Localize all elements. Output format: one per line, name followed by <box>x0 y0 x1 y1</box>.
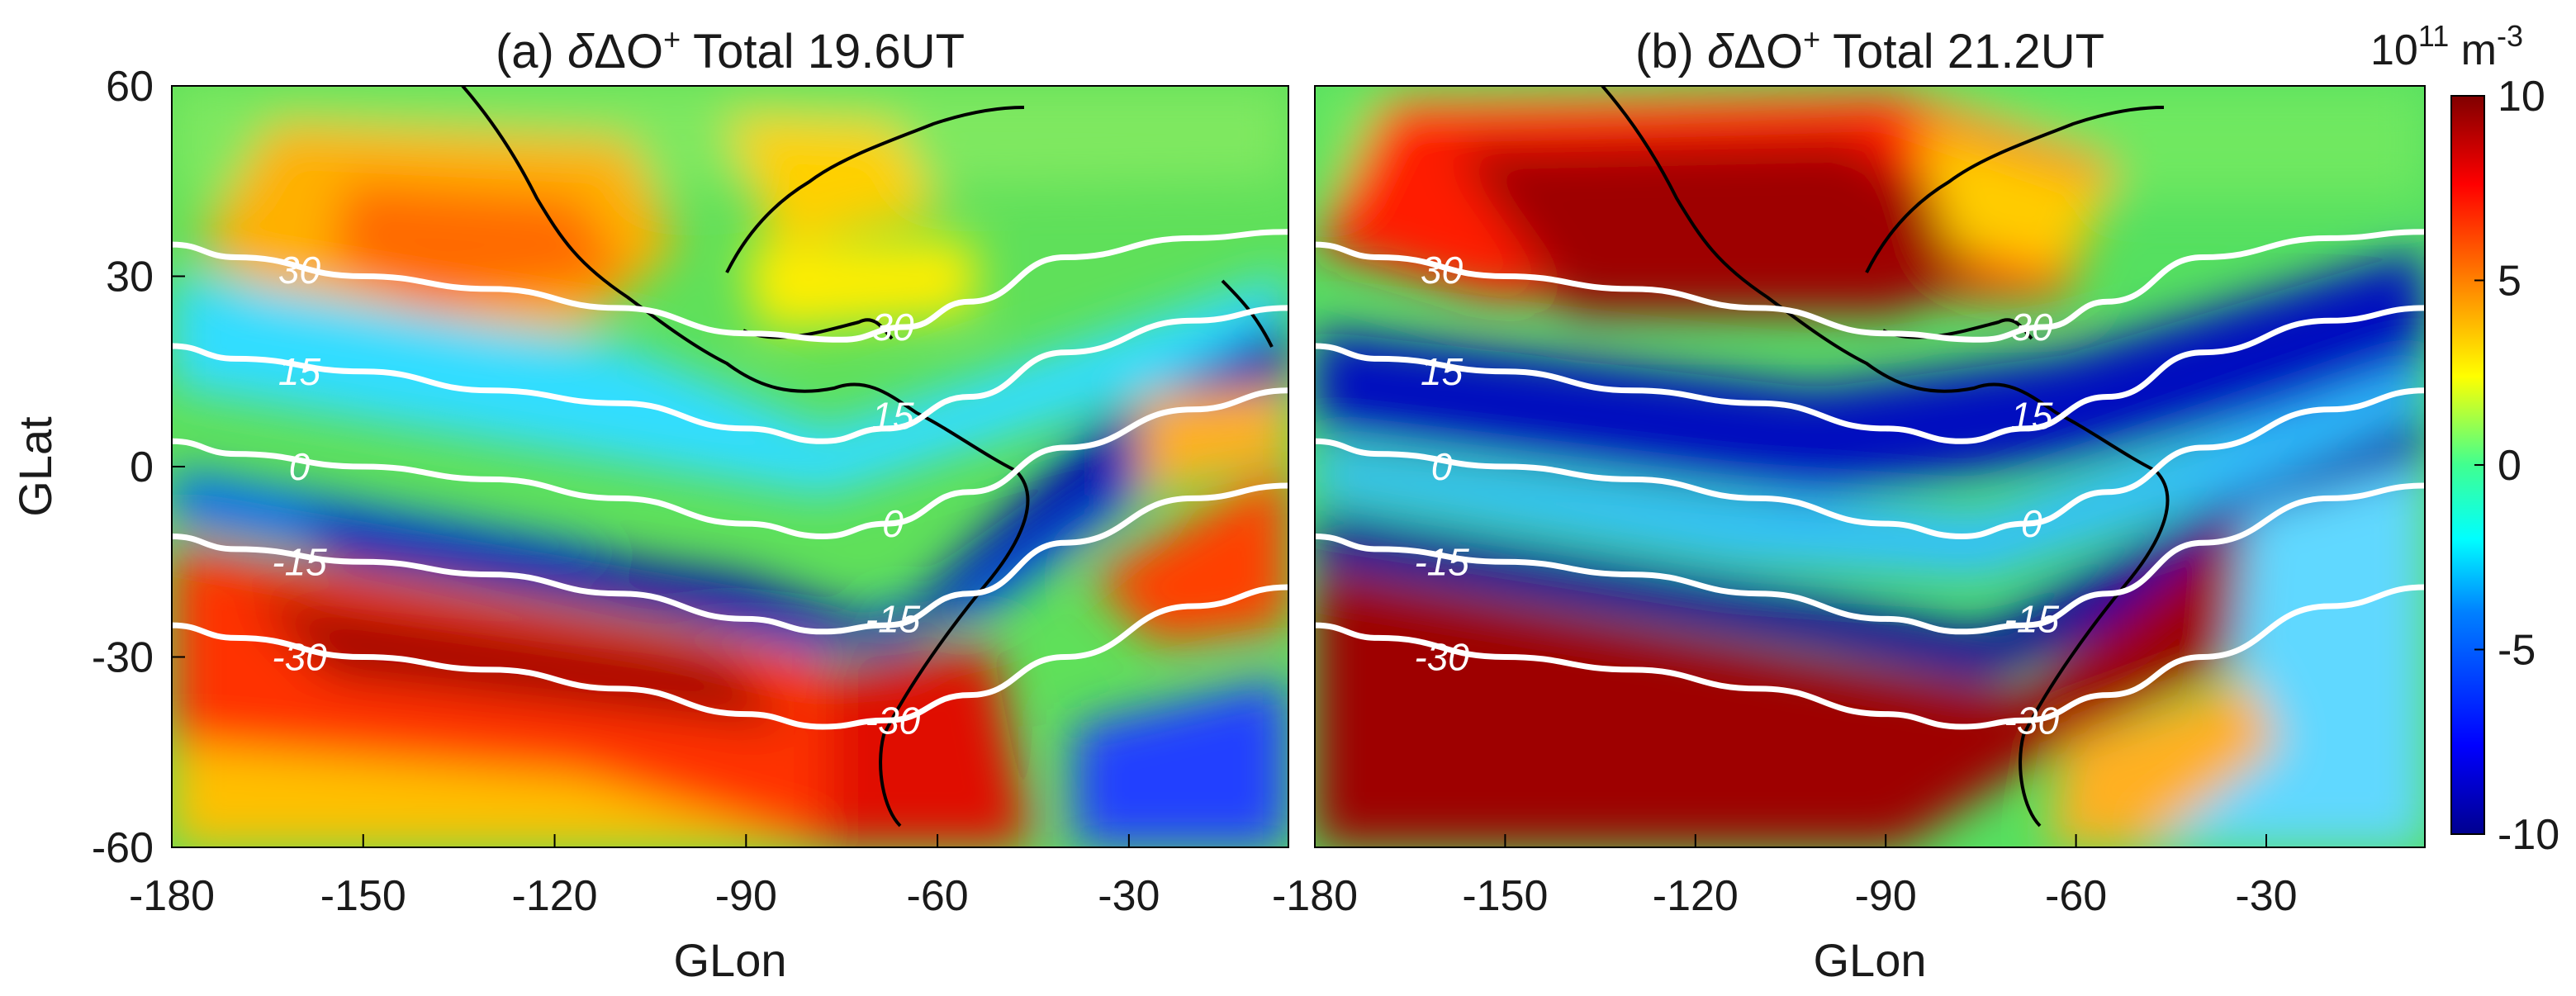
colorbar-ticks: 10 5 0 -5 -10 <box>2474 73 2559 859</box>
panel-a-contour-label-1: 15 <box>278 350 321 393</box>
panel-a-y-tick-3: -30 <box>92 634 154 682</box>
panel-a-x-tick-4: -60 <box>907 872 969 920</box>
panel-a-y-tick-2: 0 <box>130 443 154 491</box>
panel-a-x-tick-0: -180 <box>129 872 215 920</box>
panel-a-x-tick-3: -90 <box>715 872 777 920</box>
panel-a-heatmap: 30 15 0 -15 -30 30 15 0 -15 -30 <box>172 86 1288 847</box>
panel-a-y-ticks: 60 30 0 -30 -60 <box>92 63 185 872</box>
panel-a-contour-0 <box>172 229 1288 343</box>
panel-a-contour-label-9: -30 <box>866 699 921 742</box>
panel-a-contour-4 <box>172 584 1288 730</box>
colorbar: 1011 m-3 10 5 0 -5 -10 <box>2370 19 2559 859</box>
panel-a-y-tick-1: 30 <box>106 254 154 301</box>
panel-b-contour-label-2: 0 <box>1431 445 1453 488</box>
panel-a-contour-label-4: -30 <box>272 636 327 679</box>
colorbar-tick-3: -5 <box>2498 627 2536 675</box>
panel-b-x-tick-5: -30 <box>2235 872 2297 920</box>
panel-a-contour-label-6: 15 <box>871 395 914 438</box>
panel-b-x-tick-0: -180 <box>1272 872 1358 920</box>
panel-b-x-tick-4: -60 <box>2045 872 2107 920</box>
panel-b-x-label: GLon <box>1814 934 1927 986</box>
panel-a-contour-label-8: -15 <box>866 597 921 640</box>
panel-a-y-tick-4: -60 <box>92 824 154 872</box>
panel-b-contour-0 <box>1315 229 2425 343</box>
panel-b-title: (b) δΔO+ Total 21.2UT <box>1635 22 2104 78</box>
panel-b-x-tick-1: -150 <box>1462 872 1548 920</box>
panel-a-contour-3 <box>172 482 1288 635</box>
panel-a-contour-label-5: 30 <box>871 306 914 349</box>
panel-b-frame <box>1314 85 2426 848</box>
panel-a-y-label: GLat <box>9 416 61 517</box>
colorbar-tick-4: -10 <box>2498 811 2559 859</box>
panel-a-x-tick-2: -120 <box>512 872 598 920</box>
panel-b-contour-label-4: -30 <box>1414 636 1469 679</box>
colorbar-tick-0: 10 <box>2498 73 2545 121</box>
panel-a-contours <box>172 229 1288 730</box>
panel-b-x-ticks: -180 -150 -120 -90 -60 -30 <box>1272 834 2298 920</box>
panel-a-contour-2 <box>172 387 1288 540</box>
colorbar-unit: 1011 m-3 <box>2370 19 2523 74</box>
panel-b-contour-label-9: -30 <box>2004 699 2060 742</box>
panel-a-contour-1 <box>172 305 1288 444</box>
panel-b-x-tick-3: -90 <box>1855 872 1917 920</box>
colorbar-tick-1: 5 <box>2498 258 2521 306</box>
panel-b-contour-3 <box>1315 482 2425 635</box>
panel-a-x-label: GLon <box>674 934 787 986</box>
colorbar-tick-2: 0 <box>2498 442 2521 490</box>
panel-b-heatmap: 30 15 0 -15 -30 30 15 0 -15 -30 <box>1315 86 2425 847</box>
panel-b-contour-labels: 30 15 0 -15 -30 30 15 0 -15 -30 <box>1414 249 2059 742</box>
panel-b: 30 15 0 -15 -30 30 15 0 -15 -30 (b) δΔO+ Total 21… <box>1272 22 2426 986</box>
panel-a-title: (a) δΔO+ Total 19.6UT <box>496 22 965 78</box>
panel-b-contour-label-5: 30 <box>2010 306 2053 349</box>
panel-a-contour-label-3: -15 <box>272 540 327 583</box>
panel-b-contour-1 <box>1315 305 2425 444</box>
panel-b-contour-label-0: 30 <box>1421 249 1464 292</box>
panel-b-contour-label-7: 0 <box>2021 502 2042 545</box>
panel-a-contour-label-7: 0 <box>882 502 904 545</box>
panel-b-contour-4 <box>1315 584 2425 730</box>
panel-b-contour-label-1: 15 <box>1421 350 1464 393</box>
panel-b-x-tick-2: -120 <box>1653 872 1739 920</box>
panel-a-x-ticks: -180 -150 -120 -90 -60 -30 <box>129 834 1160 920</box>
panel-a-contour-label-2: 0 <box>289 445 311 488</box>
panel-a-x-tick-1: -150 <box>320 872 406 920</box>
panel-b-contours <box>1315 229 2425 730</box>
panel-a-y-tick-0: 60 <box>106 63 154 111</box>
panel-b-contour-2 <box>1315 387 2425 540</box>
panel-a-contour-labels: 30 15 0 -15 -30 30 15 0 -15 -30 <box>272 249 920 742</box>
panel-b-contour-label-8: -15 <box>2004 597 2060 640</box>
panel-a-x-tick-5: -30 <box>1098 872 1160 920</box>
panel-b-contour-label-6: 15 <box>2010 395 2053 438</box>
panel-b-contour-label-3: -15 <box>1414 540 1469 583</box>
panel-a-contour-label-0: 30 <box>278 249 321 292</box>
panel-a: 30 15 0 -15 -30 30 15 0 -15 -30 (a) δΔO+ Total 19… <box>9 22 1289 986</box>
